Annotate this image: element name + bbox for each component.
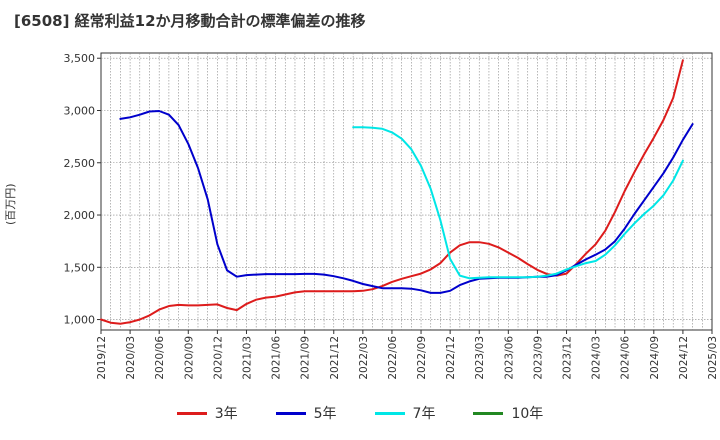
x-tick-label: 2023/09 <box>532 336 544 380</box>
x-tick-label: 2020/03 <box>125 336 137 380</box>
legend-label: 7年 <box>412 406 436 422</box>
chart-title: [6508] 経常利益12か月移動合計の標準偏差の推移 <box>14 12 366 30</box>
series-line-3 <box>352 126 684 280</box>
legend-item-3: 7年 <box>374 403 436 423</box>
x-tick-label: 2021/03 <box>241 336 253 380</box>
legend-swatch <box>374 411 405 415</box>
x-tick-label: 2021/06 <box>271 336 283 380</box>
legend-label: 3年 <box>214 406 238 422</box>
x-tick-label: 2022/06 <box>387 336 399 380</box>
series-line-2 <box>119 110 694 294</box>
x-tick-label: 2022/03 <box>358 336 370 380</box>
x-tick-label: 2021/12 <box>329 336 341 380</box>
y-tick-label: 1,500 <box>64 261 96 274</box>
x-tick-label: 2024/03 <box>591 336 603 380</box>
legend-item-1: 3年 <box>176 403 238 423</box>
series-line-1 <box>100 59 684 325</box>
x-tick-label: 2023/12 <box>562 336 574 380</box>
plot-area <box>100 52 713 331</box>
legend-swatch <box>473 411 504 415</box>
x-tick-label: 2023/03 <box>474 336 486 380</box>
y-tick-label: 2,500 <box>64 157 96 170</box>
legend-swatch <box>176 411 207 415</box>
x-tick-label: 2024/12 <box>678 336 690 380</box>
y-tick-label: 2,000 <box>64 209 96 222</box>
x-tick-label: 2022/09 <box>416 336 428 380</box>
x-tick-label: 2022/12 <box>445 336 457 380</box>
x-tick-label: 2023/06 <box>503 336 515 380</box>
y-tick-label: 1,000 <box>64 314 96 327</box>
x-tick-label: 2019/12 <box>96 336 108 380</box>
chart-legend: 3年 5年 7年 10年 <box>0 403 720 423</box>
x-tick-label: 2020/06 <box>154 336 166 380</box>
legend-label: 10年 <box>511 406 544 422</box>
x-tick-label: 2021/09 <box>300 336 312 380</box>
x-tick-label: 2024/06 <box>620 336 632 380</box>
legend-label: 5年 <box>313 406 337 422</box>
x-tick-label: 2020/12 <box>212 336 224 380</box>
y-tick-label: 3,500 <box>64 52 96 65</box>
legend-item-4: 10年 <box>473 403 543 423</box>
legend-item-2: 5年 <box>275 403 337 423</box>
x-tick-label: 2020/09 <box>183 336 195 380</box>
y-tick-label: 3,000 <box>64 104 96 117</box>
legend-swatch <box>275 411 306 415</box>
x-tick-label: 2025/03 <box>707 336 719 380</box>
x-tick-label: 2024/09 <box>649 336 661 380</box>
